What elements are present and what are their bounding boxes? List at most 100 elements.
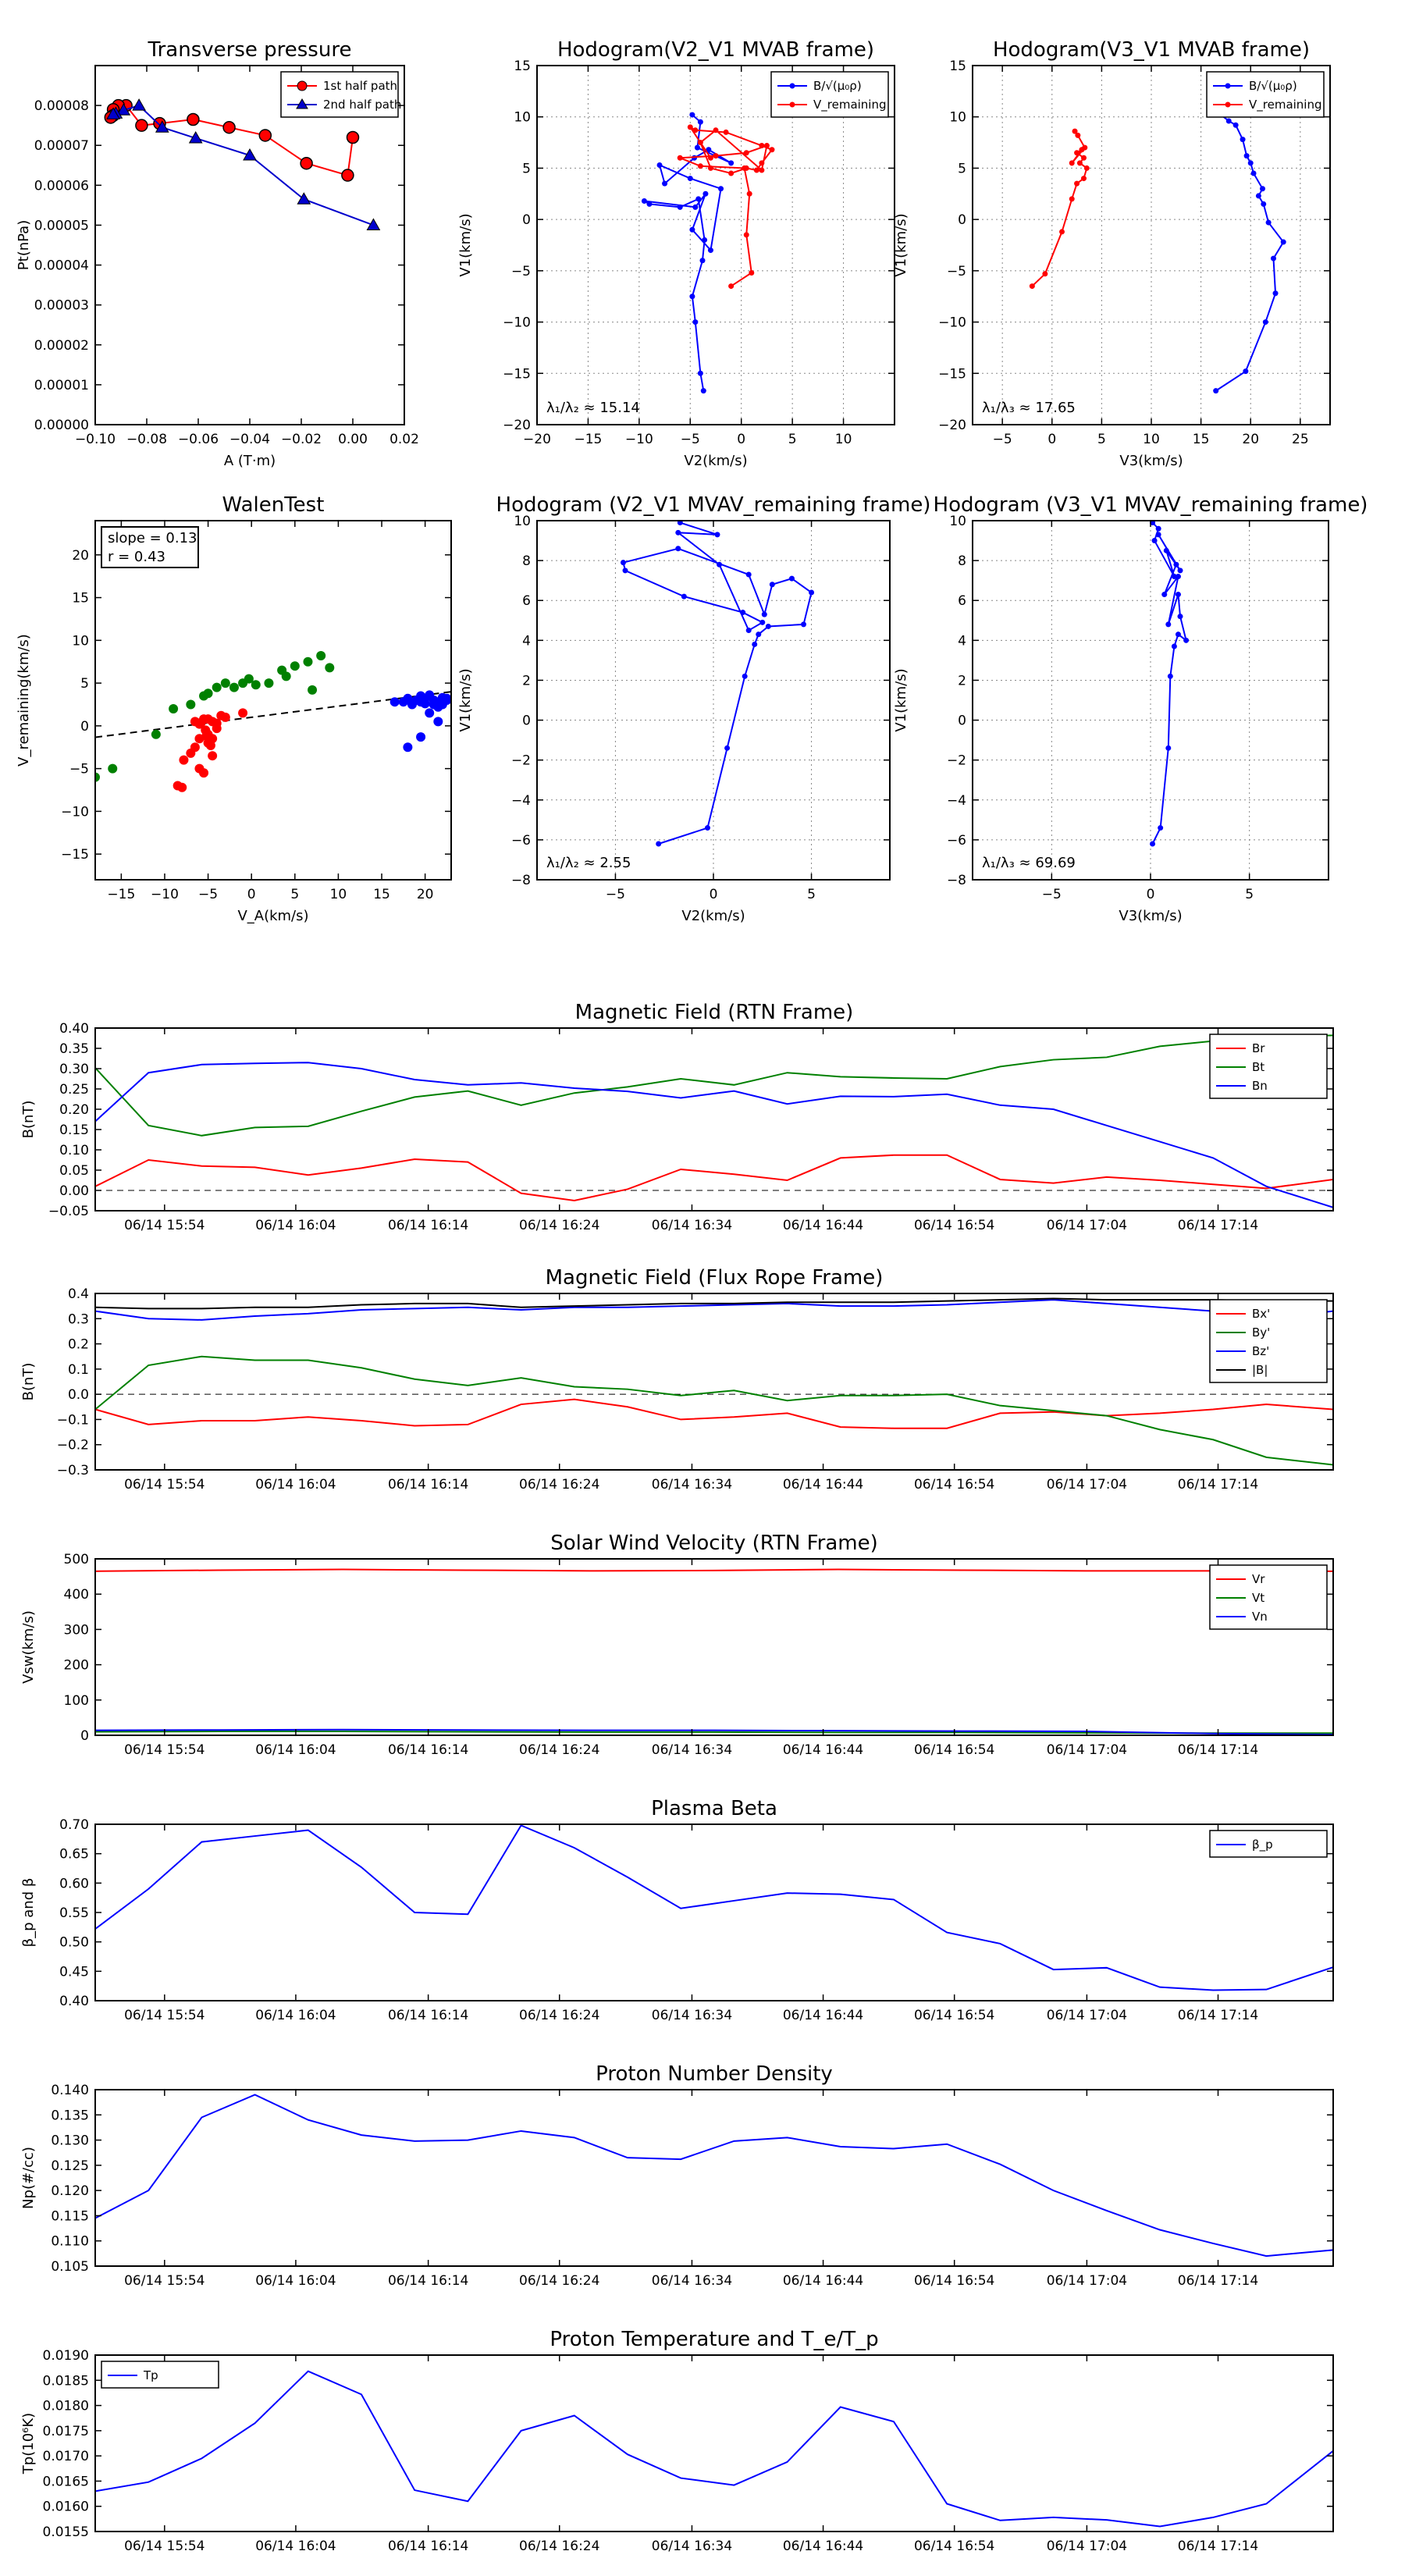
data-point: [290, 661, 300, 671]
x-tick-label: 5: [290, 887, 299, 902]
x-tick-label: 06/14 16:34: [652, 1742, 732, 1758]
x-tick-label: 06/14 16:44: [783, 2008, 863, 2023]
data-point: [1175, 632, 1181, 638]
series-tp: [95, 2370, 1333, 2528]
data-layer: [620, 521, 815, 847]
data-point: [620, 560, 626, 566]
y-axis-label: V1(km/s): [457, 668, 474, 731]
data-point: [1150, 841, 1156, 847]
y-tick-label: 0.15: [59, 1123, 89, 1138]
series-bn: [95, 1062, 1333, 1208]
data-layer: [95, 651, 451, 792]
data-layer: [95, 2094, 1333, 2258]
data-point: [743, 150, 749, 156]
chart-title: Transverse pressure: [148, 38, 352, 62]
y-axis-label: Np(#/cc): [20, 2147, 37, 2209]
x-tick-label: 06/14 16:14: [388, 1218, 468, 1233]
data-point: [1059, 229, 1065, 235]
data-point: [243, 148, 257, 161]
chart-title: Plasma Beta: [651, 1797, 777, 1820]
y-axis-label: Vsw(km/s): [20, 1610, 37, 1684]
x-tick-label: −0.10: [75, 432, 116, 447]
data-point: [187, 112, 200, 126]
x-tick-label: 06/14 16:54: [914, 2273, 994, 2289]
legend-marker: [1225, 101, 1231, 108]
data-point: [746, 190, 752, 197]
y-tick-label: −10: [503, 315, 531, 331]
chart-tp2: 06/14 15:54 06/14 16:04 06/14 16:14 06/14 1…: [20, 2328, 1334, 2554]
plot-frame: [94, 1558, 1334, 1736]
data-point: [106, 107, 120, 119]
chart-mag_fr: 06/14 15:54 06/14 16:04 06/14 16:14 06/14 1…: [20, 1266, 1334, 1493]
y-tick-label: 2: [522, 673, 531, 688]
data-point: [1069, 160, 1075, 166]
chart-title: Proton Temperature and T_e/T_p: [550, 2328, 878, 2351]
x-tick-label: 06/14 16:14: [388, 1742, 468, 1758]
series-by-: [95, 1355, 1333, 1466]
x-tick-label: −10: [625, 432, 653, 447]
data-point: [677, 155, 683, 161]
series-vt: [95, 1731, 1333, 1735]
series-0: [1150, 521, 1190, 847]
x-axis-label: V3(km/s): [1119, 453, 1183, 469]
x-tick-label: 5: [807, 887, 816, 902]
legend: 1st half path 2nd half path: [280, 71, 401, 118]
data-point: [699, 258, 706, 264]
data-point: [1272, 290, 1279, 297]
legend-label: 2nd half path: [323, 98, 401, 112]
data-point: [179, 755, 189, 765]
data-point: [341, 169, 354, 182]
data-point: [1265, 219, 1272, 226]
y-tick-label: 0.3: [68, 1311, 89, 1327]
y-tick-label: 0.00006: [34, 178, 89, 194]
series-2nd-half-path: [106, 98, 381, 230]
y-tick-label: 4: [958, 633, 966, 649]
legend-label: Bx': [1252, 1307, 1270, 1321]
data-point: [1262, 319, 1268, 326]
data-point: [759, 160, 765, 166]
y-tick-label: 15: [949, 59, 966, 74]
data-point: [1155, 532, 1161, 538]
data-point: [707, 155, 713, 161]
data-point: [264, 678, 274, 688]
data-point: [697, 140, 703, 146]
data-point: [1261, 201, 1267, 207]
x-tick-label: −0.02: [281, 432, 322, 447]
plot-frame: [536, 65, 895, 425]
x-tick-label: 0: [247, 887, 256, 902]
x-tick-label: 06/14 16:44: [783, 1477, 863, 1493]
data-point: [151, 729, 161, 739]
data-point: [1225, 118, 1232, 124]
x-tick-label: 06/14 17:14: [1178, 2008, 1258, 2023]
y-tick-label: 0.0: [68, 1387, 89, 1403]
x-tick-label: 06/14 17:04: [1047, 1742, 1127, 1758]
eigenvalue-ratio: λ₁/λ₂ ≈ 2.55: [546, 855, 631, 871]
x-tick-label: 06/14 16:24: [519, 1742, 599, 1758]
data-point: [251, 680, 261, 690]
y-tick-label: 0.00005: [34, 218, 89, 233]
data-point: [297, 192, 311, 205]
data-point: [303, 656, 313, 667]
chart-title: Magnetic Field (RTN Frame): [575, 1001, 854, 1024]
data-point: [707, 165, 713, 171]
chart-title: WalenTest: [222, 493, 325, 517]
data-point: [788, 575, 795, 582]
data-point: [761, 611, 767, 617]
chart-mag_rtn: 06/14 15:54 06/14 16:04 06/14 16:14 06/14 1…: [20, 1001, 1334, 1233]
data-point: [756, 632, 762, 638]
y-tick-label: −4: [947, 793, 966, 809]
series-line: [95, 1062, 1333, 1208]
plot-frame: [94, 520, 452, 881]
data-point: [743, 232, 749, 238]
data-point: [220, 712, 230, 722]
data-point: [1175, 592, 1181, 598]
data-point: [695, 196, 702, 202]
data-point: [1074, 180, 1080, 187]
data-point: [1243, 153, 1250, 159]
x-tick-label: 06/14 16:34: [652, 1218, 732, 1233]
data-point: [707, 247, 713, 254]
y-tick-label: 0.40: [59, 1021, 89, 1037]
legend-label: By': [1252, 1325, 1270, 1340]
x-tick-label: −5: [681, 432, 700, 447]
